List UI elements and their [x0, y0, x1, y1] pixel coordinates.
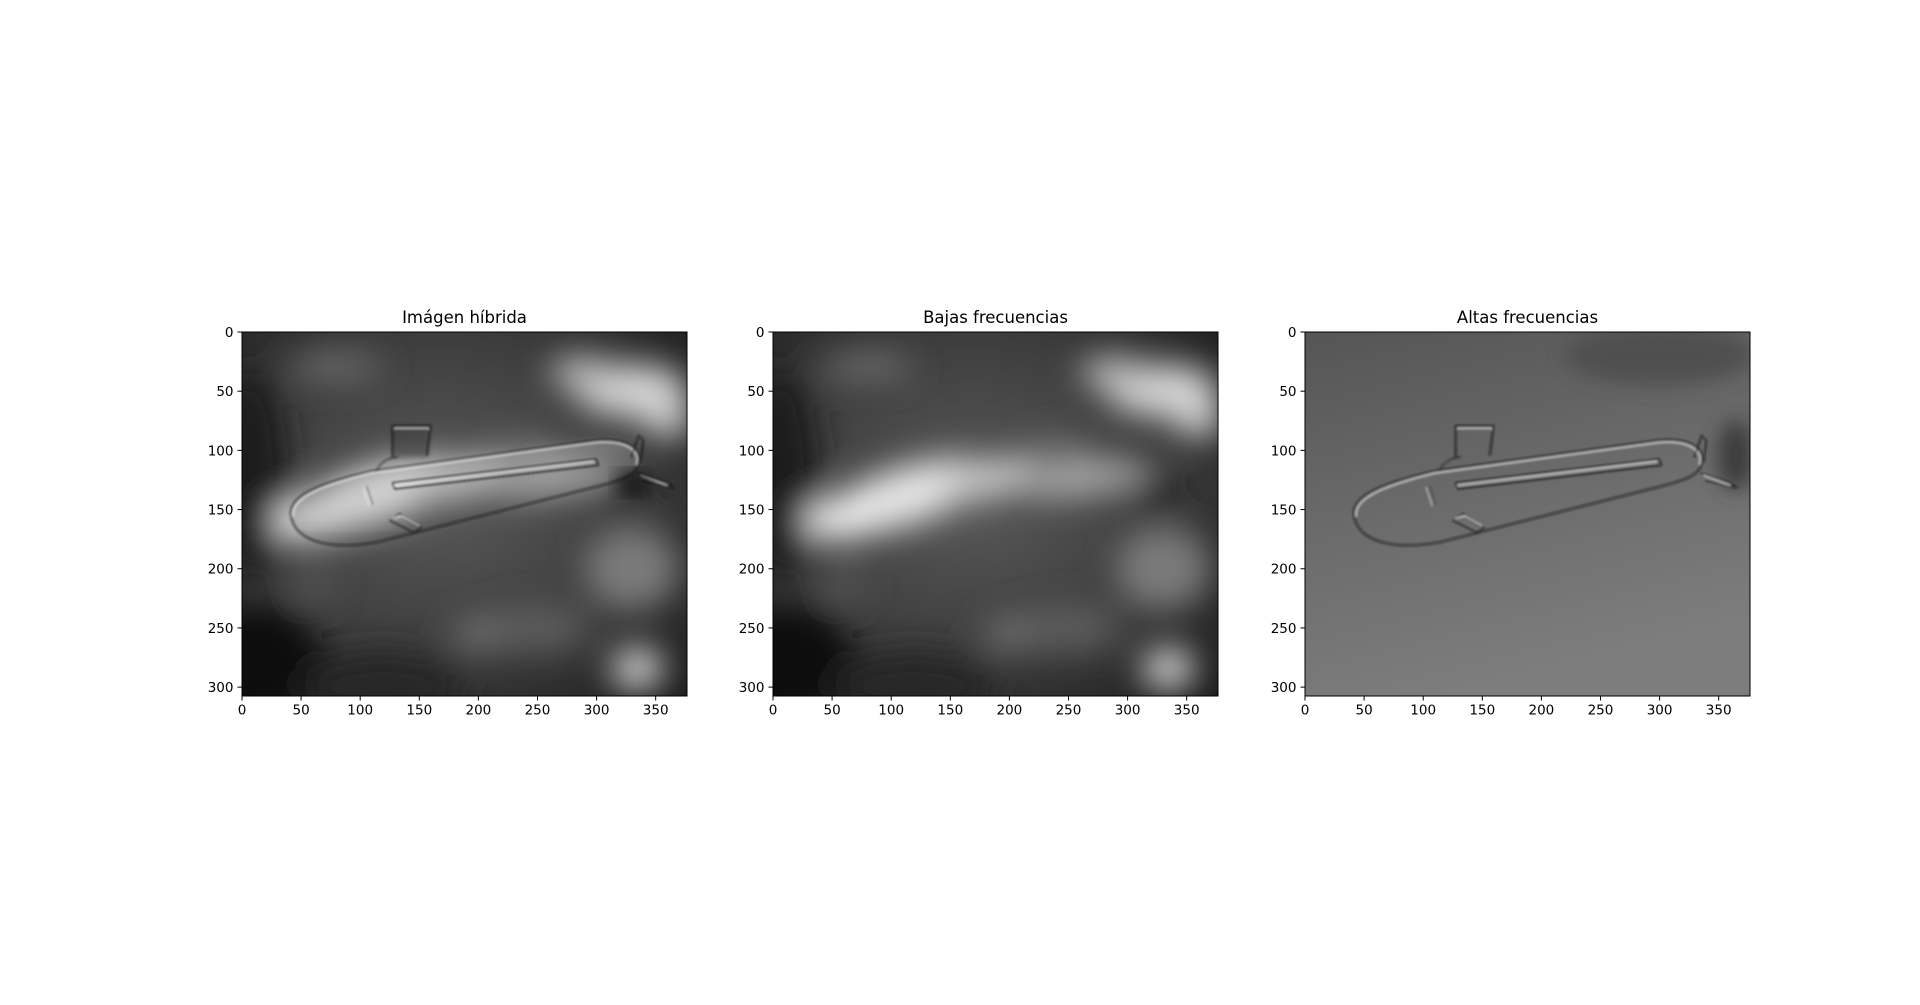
image-high: [1304, 325, 1754, 696]
x-tick-label: 250: [1588, 703, 1614, 719]
y-tick-label: 250: [1271, 621, 1297, 637]
x-tick-label: 0: [238, 703, 247, 719]
subplot-title: Altas frecuencias: [1457, 308, 1598, 327]
x-tick-label: 200: [465, 703, 491, 719]
y-tick-label: 300: [208, 680, 234, 696]
axes-frame: [772, 331, 1219, 697]
y-tick-label: 150: [1271, 503, 1297, 519]
x-tick-label: 300: [584, 703, 610, 719]
x-tick-label: 300: [1115, 703, 1141, 719]
image-hybrid: [182, 331, 693, 722]
x-tick-label: 150: [937, 703, 963, 719]
x-tick-label: 0: [769, 703, 778, 719]
y-tick-label: 50: [216, 384, 233, 400]
axes-frame: [241, 331, 688, 697]
y-tick-label: 0: [756, 325, 765, 341]
y-tick-label: 100: [208, 443, 234, 459]
y-tick-label: 0: [1288, 325, 1297, 341]
x-tick-label: 200: [996, 703, 1022, 719]
x-tick-label: 150: [406, 703, 432, 719]
y-tick-label: 200: [208, 562, 234, 578]
subplot-hybrid: Imágen híbrida 0 50 100 150 200 250 300 350 0 50 10…: [182, 308, 693, 722]
image-low: [713, 331, 1224, 722]
axes-frame: [1304, 331, 1751, 697]
x-tick-label: 250: [1056, 703, 1082, 719]
y-tick-label: 100: [1271, 443, 1297, 459]
y-tick-label: 50: [747, 384, 764, 400]
subplot-low: Bajas frecuencias 0 50 100 150 200 250 300 350 0 5…: [713, 308, 1224, 722]
x-tick-label: 50: [1356, 703, 1373, 719]
x-tick-label: 50: [824, 703, 841, 719]
x-tick-label: 50: [293, 703, 310, 719]
y-tick-label: 150: [208, 503, 234, 519]
y-tick-label: 250: [208, 621, 234, 637]
x-tick-label: 100: [1410, 703, 1436, 719]
x-tick-label: 250: [525, 703, 551, 719]
x-tick-label: 300: [1647, 703, 1673, 719]
y-tick-label: 300: [739, 680, 765, 696]
y-tick-label: 150: [739, 503, 765, 519]
x-tick-label: 100: [878, 703, 904, 719]
x-tick-label: 350: [1174, 703, 1200, 719]
y-tick-label: 200: [1271, 562, 1297, 578]
subplot-high: Altas frecuencias 0 50 100 150 200 250 300 350 0 5…: [1271, 308, 1754, 719]
y-tick-label: 0: [225, 325, 234, 341]
subplot-title: Bajas frecuencias: [923, 308, 1068, 327]
y-tick-label: 300: [1271, 680, 1297, 696]
y-tick-label: 100: [739, 443, 765, 459]
y-tick-label: 200: [739, 562, 765, 578]
y-tick-label: 50: [1279, 384, 1296, 400]
y-tick-label: 250: [739, 621, 765, 637]
x-tick-label: 350: [1706, 703, 1732, 719]
x-tick-label: 0: [1301, 703, 1310, 719]
subplots: Imágen híbrida 0 50 100 150 200 250 300 350 0 50 10…: [182, 308, 1754, 722]
x-tick-label: 200: [1528, 703, 1554, 719]
x-tick-label: 150: [1469, 703, 1495, 719]
x-tick-label: 350: [643, 703, 669, 719]
subplot-title: Imágen híbrida: [402, 308, 527, 327]
x-tick-label: 100: [347, 703, 373, 719]
